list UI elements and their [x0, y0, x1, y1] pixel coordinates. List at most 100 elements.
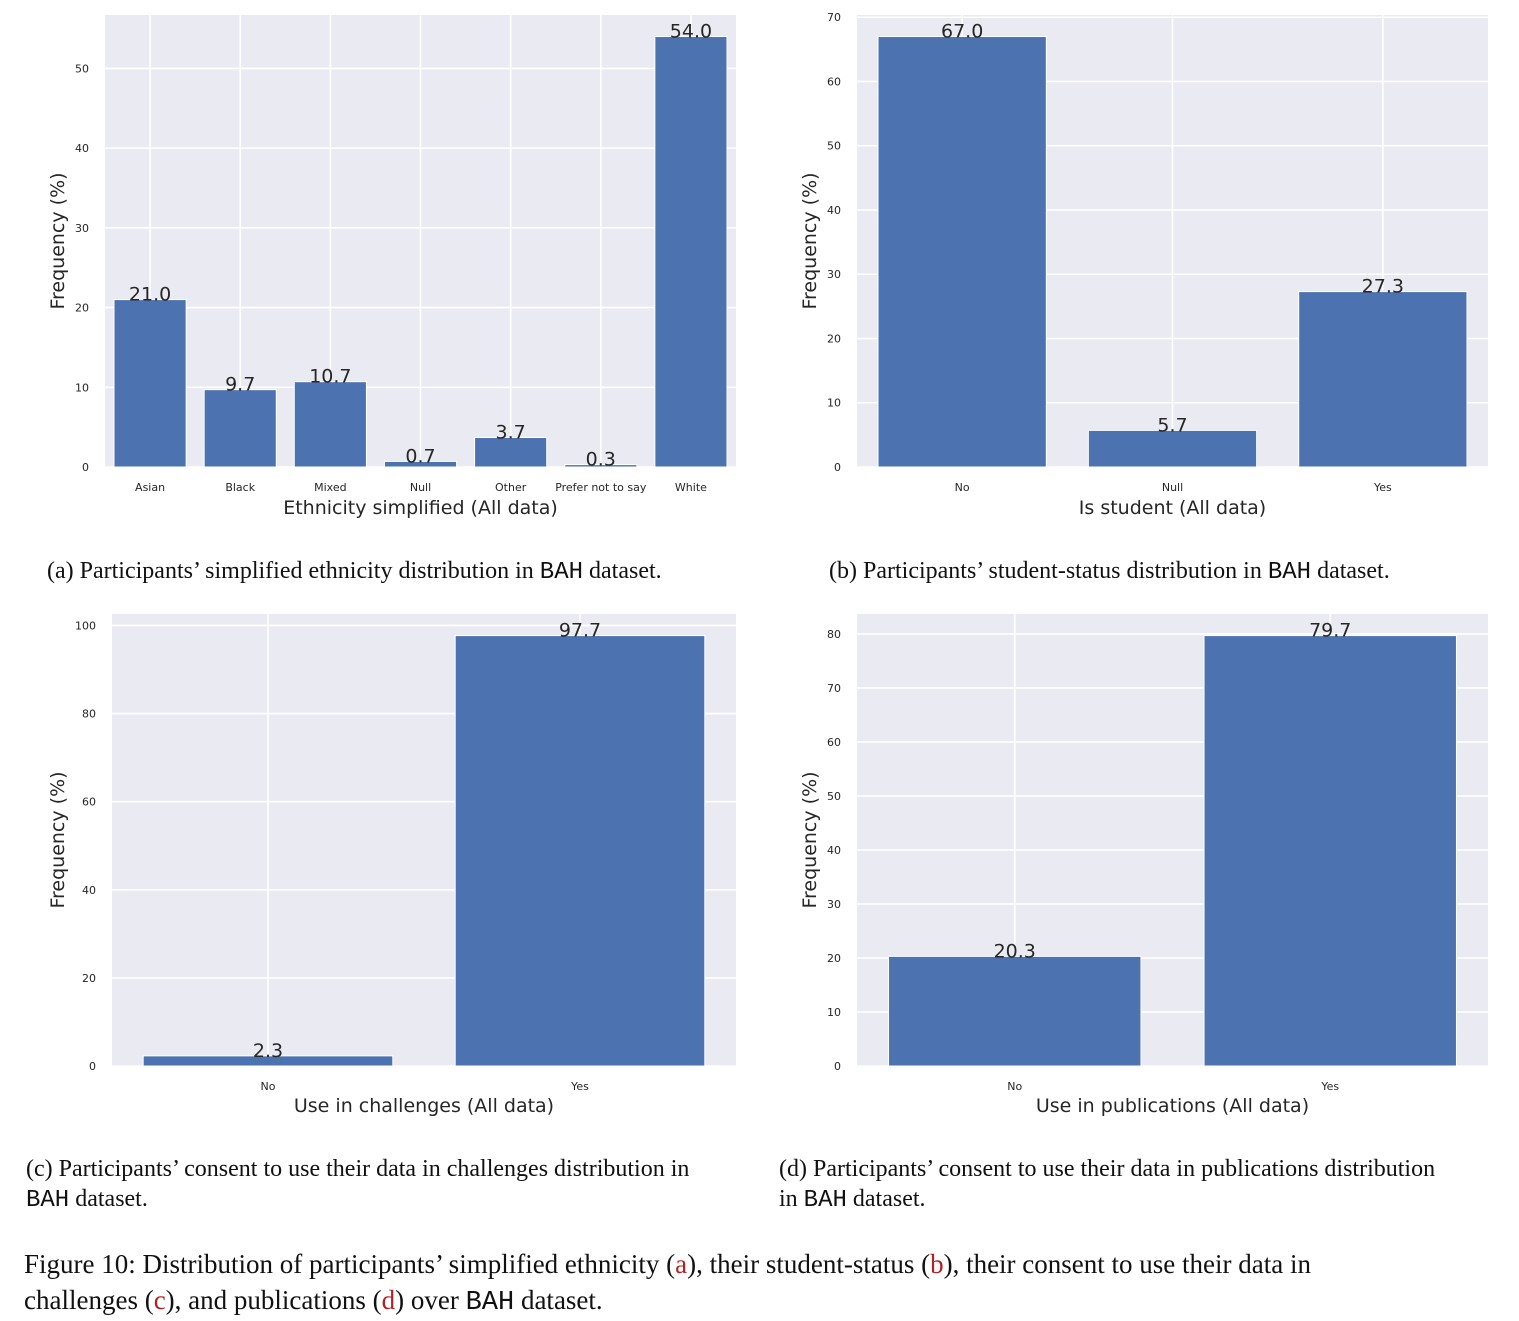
figure-caption: Figure 10: Distribution of participants’…	[24, 1246, 1514, 1321]
x-tick-label: Yes	[570, 1080, 589, 1093]
bar-value-label: 79.7	[1309, 620, 1351, 642]
bar-value-label: 9.7	[225, 374, 255, 396]
y-tick-label: 40	[75, 142, 89, 155]
chart-challenges-svg: 0 20 40 60 80 100 2.3 No 97.7 Yes Use in challenge…	[47, 614, 736, 1117]
caption-c-line1: (c) Participants’ consent to use their d…	[26, 1156, 690, 1182]
bar	[454, 635, 706, 1067]
chart-challenges: 0 20 40 60 80 100 2.3 No 97.7 Yes Use in challenge…	[0, 600, 760, 1130]
chart-student-status-svg: 0 10 20 30 40 50 60 70 67.0 No 5.7 Null 27.3 Yes Is st…	[799, 11, 1488, 519]
bar	[1087, 429, 1258, 468]
bar	[383, 460, 458, 468]
bar-value-label: 2.3	[253, 1040, 283, 1062]
figure-ref-c[interactable]: c	[153, 1285, 166, 1315]
bar-value-label: 67.0	[941, 21, 983, 43]
y-tick-label: 70	[827, 11, 841, 24]
bar	[1298, 291, 1468, 468]
bar	[888, 955, 1142, 1067]
caption-d-code: BAH	[803, 1187, 847, 1214]
y-axis-label: Frequency (%)	[799, 771, 821, 908]
y-tick-label: 0	[82, 461, 89, 474]
caption-c-code: BAH	[26, 1187, 70, 1214]
y-tick-label: 10	[827, 1006, 841, 1019]
y-tick-label: 60	[827, 75, 841, 88]
caption-a-suffix: dataset.	[583, 558, 662, 584]
y-tick-label: 20	[827, 952, 841, 965]
y-tick-label: 20	[827, 332, 841, 345]
x-tick-label: Black	[225, 481, 255, 494]
y-tick-label: 40	[82, 884, 96, 897]
bar-value-label: 5.7	[1157, 414, 1187, 436]
x-tick-label: Prefer not to say	[555, 481, 647, 494]
x-tick-label: No	[955, 481, 970, 494]
y-tick-label: 10	[75, 381, 89, 394]
bar	[1203, 635, 1457, 1067]
x-tick-label: Asian	[135, 481, 165, 494]
caption-b-prefix: (b) Participants’ student-status distrib…	[829, 558, 1268, 584]
x-tick-label: No	[261, 1080, 276, 1093]
caption-d-suffix: dataset.	[846, 1186, 926, 1212]
y-tick-label: 40	[827, 844, 841, 857]
x-tick-label: White	[675, 481, 707, 494]
figure-ref-b[interactable]: b	[930, 1249, 944, 1279]
x-tick-label: No	[1007, 1080, 1022, 1093]
chart-publications: 0 10 20 30 40 50 60 70 80 20.3 No 79.7 Yes Use in pub…	[760, 600, 1519, 1130]
chart-ethnicity: 0 10 20 30 40 50 21.0 Asian 9.7 Black 10.7 Mixed 0.7…	[0, 0, 760, 530]
y-tick-label: 40	[827, 204, 841, 217]
bar-value-label: 0.3	[586, 449, 616, 471]
caption-a-code: BAH	[539, 559, 584, 586]
y-tick-label: 50	[827, 140, 841, 153]
caption-b-suffix: dataset.	[1311, 558, 1390, 584]
figure-caption-code: BAH	[465, 1288, 515, 1318]
x-axis-label: Is student (All data)	[1079, 497, 1266, 519]
x-tick-label: Yes	[1373, 481, 1392, 494]
figure-ref-a[interactable]: a	[675, 1249, 688, 1279]
x-axis-label: Use in publications (All data)	[1036, 1095, 1309, 1117]
caption-c: (c) Participants’ consent to use their d…	[26, 1154, 766, 1216]
y-tick-label: 80	[82, 708, 96, 721]
y-axis-label: Frequency (%)	[47, 172, 69, 309]
chart-student-status: 0 10 20 30 40 50 60 70 67.0 No 5.7 Null 27.3 Yes Is st…	[760, 0, 1519, 530]
y-tick-label: 30	[827, 268, 841, 281]
caption-d: (d) Participants’ consent to use their d…	[779, 1154, 1515, 1216]
y-tick-label: 30	[75, 222, 89, 235]
bar	[142, 1055, 394, 1067]
caption-c-suffix: dataset.	[69, 1186, 148, 1212]
y-tick-label: 60	[82, 796, 96, 809]
y-tick-label: 60	[827, 736, 841, 749]
bar	[203, 389, 277, 468]
figure-ref-d[interactable]: d	[381, 1285, 396, 1315]
y-tick-label: 70	[827, 682, 841, 695]
figure-caption-part3: ), their consent to use their data in	[943, 1249, 1311, 1279]
bar	[654, 36, 728, 468]
bar	[293, 381, 367, 468]
y-tick-label: 10	[827, 397, 841, 410]
bar-value-label: 3.7	[496, 422, 526, 444]
x-axis-label: Use in challenges (All data)	[294, 1095, 554, 1117]
bar	[474, 437, 548, 468]
y-tick-label: 30	[827, 898, 841, 911]
caption-d-line1: (d) Participants’ consent to use their d…	[779, 1156, 1436, 1182]
bar-value-label: 20.3	[994, 940, 1036, 962]
y-tick-label: 80	[827, 628, 841, 641]
caption-b-code: BAH	[1267, 559, 1312, 586]
caption-a: (a) Participants’ simplified ethnicity d…	[47, 556, 767, 588]
bar	[877, 36, 1047, 468]
y-tick-label: 20	[75, 302, 89, 315]
bar-value-label: 97.7	[559, 620, 601, 642]
y-tick-label: 100	[75, 619, 96, 632]
y-axis-label: Frequency (%)	[799, 172, 821, 309]
caption-b: (b) Participants’ student-status distrib…	[829, 556, 1519, 588]
x-tick-label: Null	[1162, 481, 1183, 494]
y-tick-label: 50	[75, 62, 89, 75]
x-tick-label: Mixed	[314, 481, 346, 494]
bar	[564, 464, 638, 468]
x-tick-label: Null	[410, 481, 431, 494]
figure-caption-part6: ) over	[395, 1285, 466, 1315]
bar	[113, 299, 187, 468]
bar-value-label: 27.3	[1362, 276, 1404, 298]
bar-value-label: 0.7	[405, 445, 435, 467]
caption-a-prefix: (a) Participants’ simplified ethnicity d…	[47, 558, 540, 584]
x-axis-label: Ethnicity simplified (All data)	[283, 497, 558, 519]
x-tick-label: Yes	[1320, 1080, 1339, 1093]
figure-caption-part4: challenges (	[24, 1285, 154, 1315]
